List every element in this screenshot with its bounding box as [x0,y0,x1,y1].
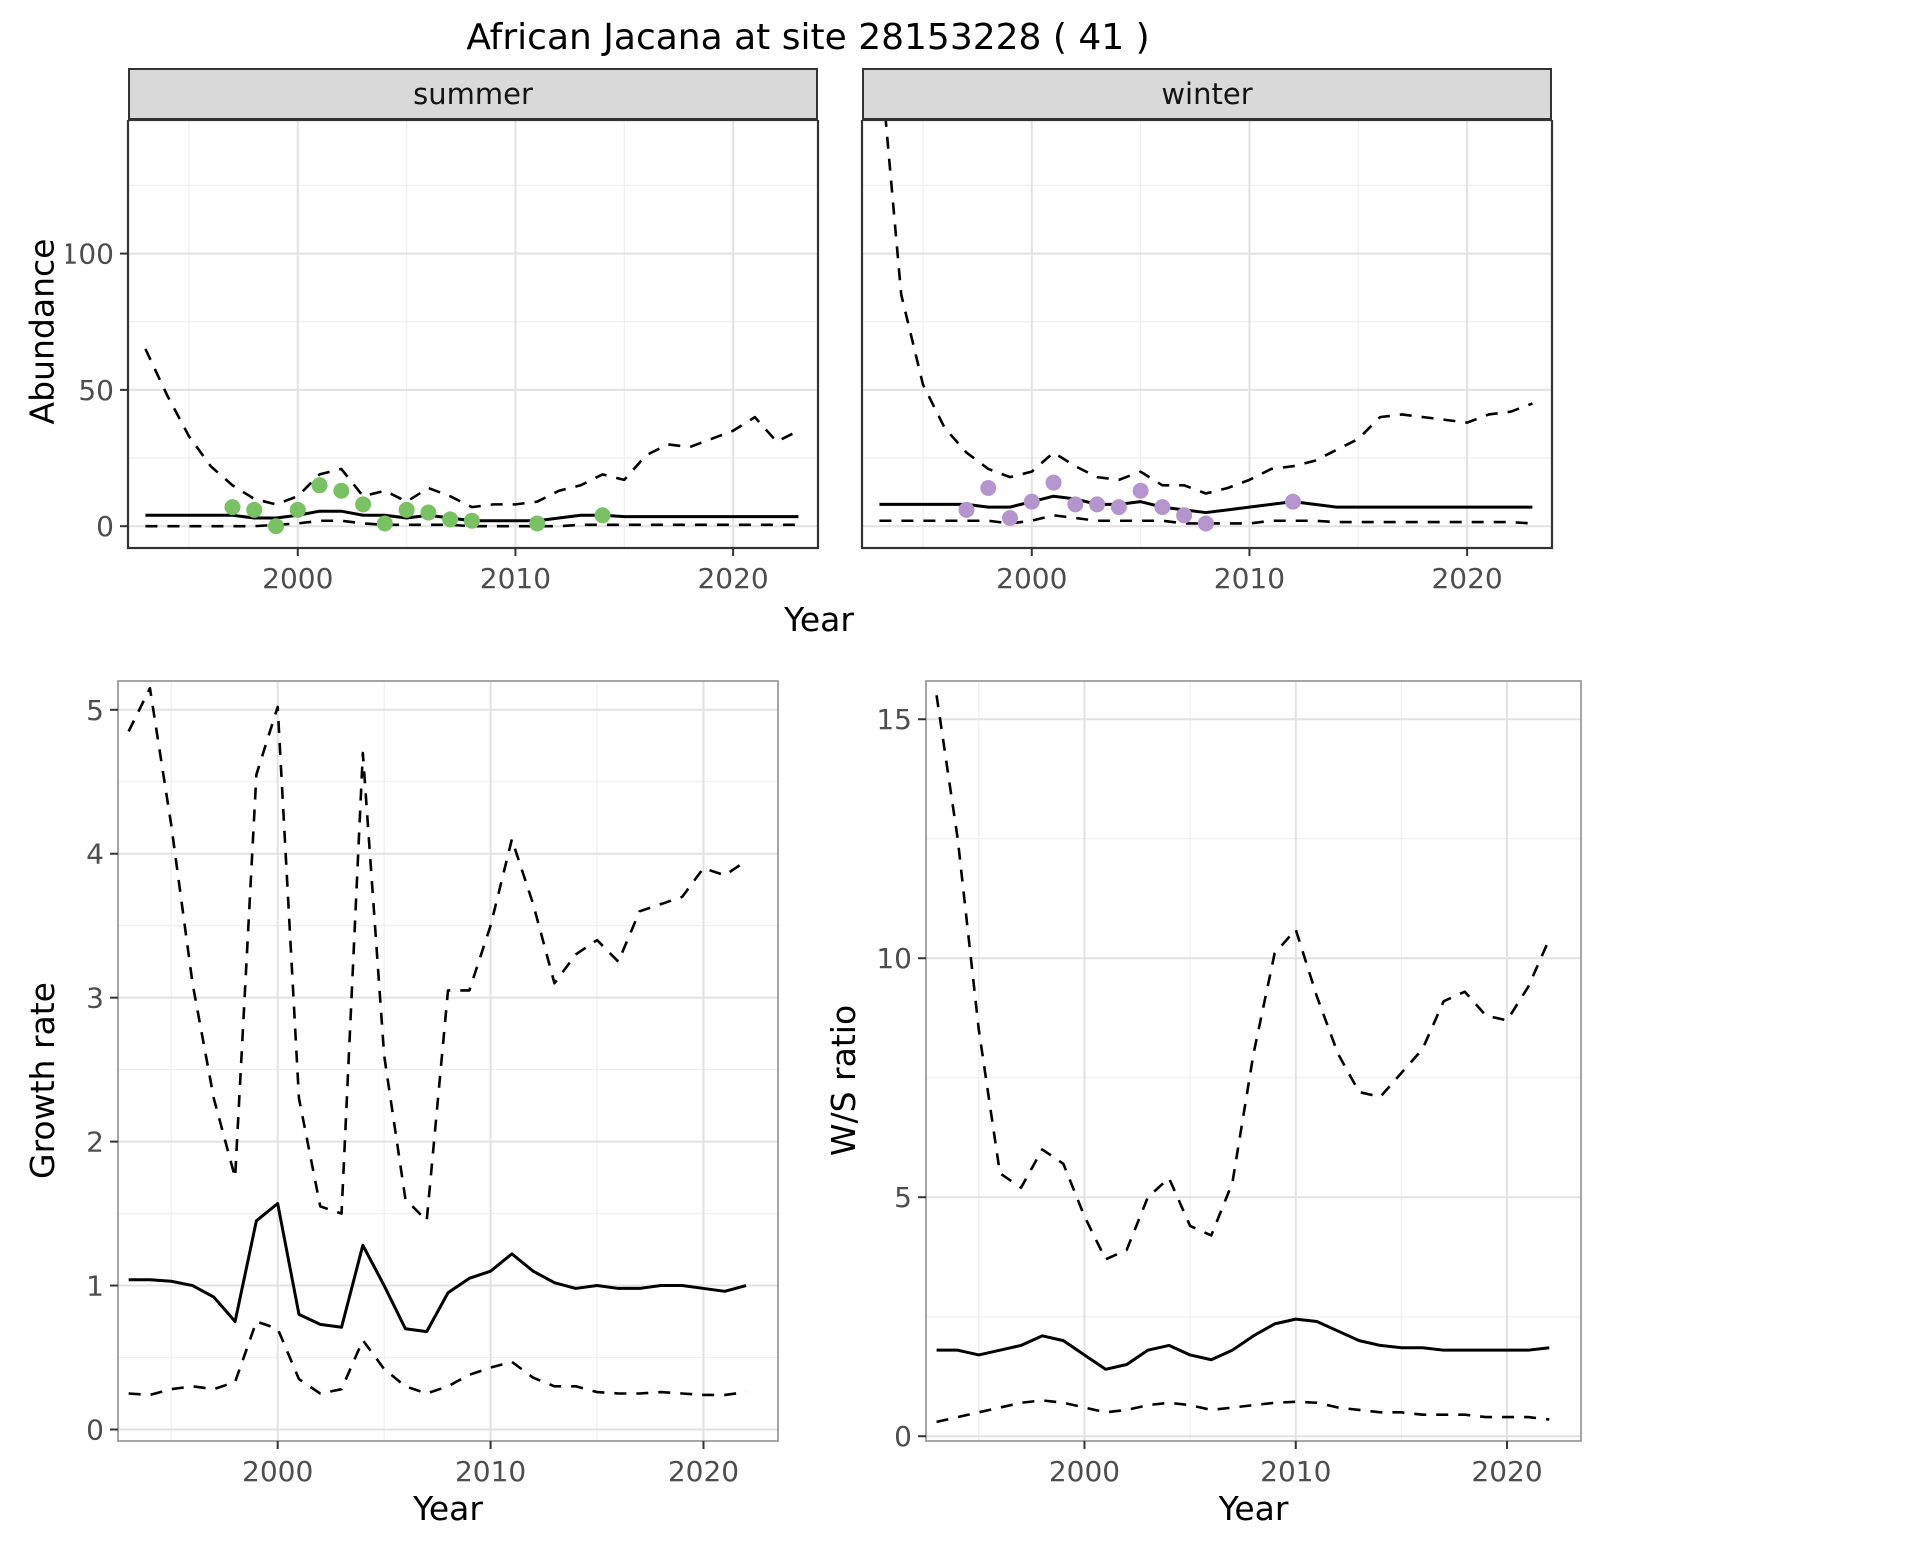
ws-ratio-figure: W/S ratio 2000 2010 2020 0 5 10 15 Year [820,673,1596,1528]
facet-strip-summer: summer [128,68,818,120]
lower_95ci-line [128,1320,747,1397]
x-tick-label: 2020 [1471,1455,1542,1487]
observed_counts_summer-point [333,482,350,499]
upper_95ci-line [127,686,747,1223]
observed_counts_summer-point [398,501,415,518]
ws-ratio-chart: 2000 2010 2020 0 5 10 15 [876,680,1582,1487]
median-line [936,1317,1550,1371]
observed_counts_summer-point [289,501,306,518]
observed_counts_summer-point [246,501,263,518]
growth-rate-x-axis-label-text: Year [413,1489,483,1528]
observed_counts_winter-point [1089,496,1106,513]
observed_counts_summer-point [463,512,480,529]
observed_counts_winter-point [1176,507,1193,524]
x-tick-label: 2010 [1214,562,1285,594]
observed_counts_winter-point [1110,499,1127,516]
abundance-y-axis-label: Abundance [18,68,66,594]
abundance-figure: Abundance summer 2000 2010 2020 0 50 100 wint… [18,68,1598,639]
y-tick-label: 4 [86,838,104,871]
ws-ratio-y-axis-label: W/S ratio [820,673,868,1487]
x-tick-label: 2000 [262,562,333,594]
abundance-y-axis-label-text: Abundance [22,238,62,424]
ws-ratio-x-axis-label: Year [926,1487,1581,1528]
facet-strip-summer-label: summer [413,77,533,111]
observed_counts_winter-point [1284,493,1301,510]
upper_95ci-line [144,348,799,509]
panel-background [118,681,778,1441]
x-tick-label: 2020 [668,1455,739,1487]
y-tick-label: 100 [66,238,114,271]
growth-rate-y-axis-label: Growth rate [18,673,66,1487]
panel-border [126,120,820,550]
abundance-winter-chart: 2000 2010 2020 [860,120,1554,594]
abundance-x-axis-label: Year [66,594,1572,639]
y-tick-label: 3 [86,982,104,1015]
observed_counts_winter-point [980,480,997,497]
panel-background [862,120,1552,548]
figure-title: African Jacana at site 28153228 ( 41 ) [466,17,1150,58]
y-tick-label: 5 [86,694,104,727]
y-tick-label: 2 [86,1126,104,1159]
observed_counts_winter-point [1002,510,1019,527]
observed_counts_winter-point [1132,482,1149,499]
growth-rate-figure: Growth rate 2000 2010 2020 0 1 2 3 4 5 Year [18,673,790,1528]
x-tick-label: 2000 [1049,1455,1120,1487]
y-tick-label: 0 [894,1420,912,1453]
observed_counts_summer-point [311,477,328,494]
bottom-figures-row: Growth rate 2000 2010 2020 0 1 2 3 4 5 Year W/S … [18,673,1598,1528]
y-tick-label: 10 [876,942,912,975]
y-tick-label: 50 [78,374,114,407]
x-tick-label: 2000 [996,562,1067,594]
observed_counts_summer-point [442,511,459,528]
x-tick-label: 2020 [1431,562,1502,594]
observed_counts_winter-point [1067,496,1084,513]
abundance-facets: summer 2000 2010 2020 0 50 100 winter 2000 201… [66,68,1572,594]
y-tick-label: 0 [86,1413,104,1446]
x-tick-label: 2000 [242,1455,313,1487]
observed_counts_winter-point [1197,515,1214,532]
observed_counts_winter-point [958,501,975,518]
x-tick-label: 2010 [455,1455,526,1487]
facet-winter: winter 2000 2010 2020 [852,68,1572,594]
observed_counts_winter-point [1023,493,1040,510]
growth-rate-x-axis-label: Year [118,1487,778,1528]
panel-border [860,120,1554,550]
abundance-summer-chart: 2000 2010 2020 0 50 100 [66,120,820,594]
x-tick-label: 2010 [1260,1455,1331,1487]
upper_95ci-line [935,695,1551,1261]
y-tick-label: 5 [894,1181,912,1214]
facet-summer: summer 2000 2010 2020 0 50 100 [66,68,826,594]
observed_counts_winter-point [1154,499,1171,516]
panel-border [117,680,779,1442]
panel-background [128,120,818,548]
observed_counts_summer-point [420,504,437,521]
panel-border [925,680,1582,1442]
growth-rate-chart: 2000 2010 2020 0 1 2 3 4 5 [86,680,779,1487]
abundance-x-axis-label-text: Year [784,600,854,639]
median-line [128,1202,747,1334]
growth-rate-y-axis-label-text: Growth rate [22,981,62,1179]
observed_counts_winter-point [1045,474,1062,491]
x-tick-label: 2010 [480,562,551,594]
observed_counts_summer-point [224,499,241,516]
observed_counts_summer-point [355,496,372,513]
lower_95ci-line [936,1399,1550,1424]
y-tick-label: 15 [876,703,912,736]
observed_counts_summer-point [268,518,285,535]
median-line [879,494,1533,515]
facet-strip-winter: winter [862,68,1552,120]
observed_counts_summer-point [376,515,393,532]
observed_counts_summer-point [594,507,611,524]
facet-strip-winter-label: winter [1161,77,1253,111]
ws-ratio-x-axis-label-text: Year [1218,1489,1289,1528]
x-tick-label: 2020 [697,562,768,594]
observed_counts_summer-point [529,515,546,532]
y-tick-label: 0 [96,510,114,543]
upper_95ci-line [884,120,1533,495]
ws-ratio-y-axis-label-text: W/S ratio [824,1004,864,1156]
y-tick-label: 1 [86,1270,104,1303]
